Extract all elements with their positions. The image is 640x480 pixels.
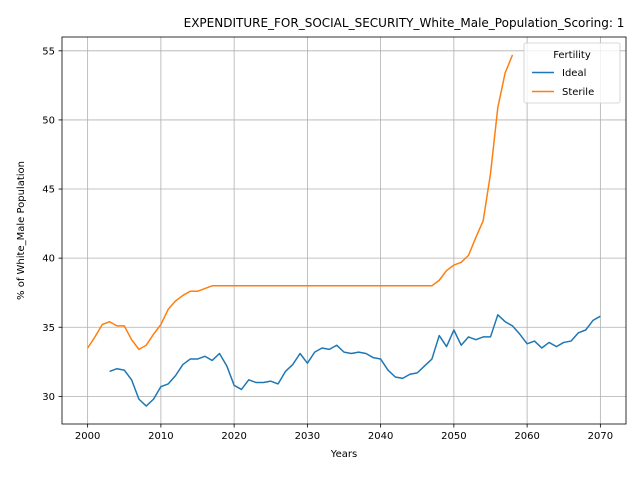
y-tick-label: 50	[42, 115, 55, 126]
y-tick-label: 40	[42, 254, 55, 265]
y-tick-label: 45	[42, 185, 55, 196]
legend-label-sterile: Sterile	[562, 87, 594, 98]
legend-box	[523, 42, 621, 104]
series-line-sterile	[87, 54, 514, 351]
series-line-ideal	[109, 314, 601, 407]
y-tick-label: 30	[42, 392, 55, 403]
x-tick-label: 2040	[368, 431, 393, 442]
legend: Fertility Ideal Sterile	[523, 42, 621, 104]
x-tick-label: 2030	[295, 431, 320, 442]
series-lines	[87, 54, 601, 407]
chart-title: EXPENDITURE_FOR_SOCIAL_SECURITY_White_Ma…	[184, 16, 625, 30]
x-tick-label: 2020	[221, 431, 246, 442]
x-tick-label: 2070	[588, 431, 613, 442]
y-tick-label: 55	[42, 46, 55, 57]
plot-frame	[61, 36, 627, 425]
x-axis: 2000 2010 2020 2030 2040 2050 2060 2070	[75, 424, 613, 442]
legend-label-ideal: Ideal	[562, 68, 586, 79]
legend-title: Fertility	[553, 50, 591, 61]
y-tick-label: 35	[42, 323, 55, 334]
y-axis: 30 35 40 45 50 55	[42, 46, 62, 403]
x-tick-label: 2060	[514, 431, 539, 442]
x-tick-label: 2010	[148, 431, 173, 442]
x-tick-label: 2000	[75, 431, 100, 442]
legend-items: Ideal Sterile	[532, 68, 594, 98]
x-axis-label: Years	[330, 449, 357, 460]
x-tick-label: 2050	[441, 431, 466, 442]
y-axis-label: % of White_Male Population	[16, 161, 27, 300]
